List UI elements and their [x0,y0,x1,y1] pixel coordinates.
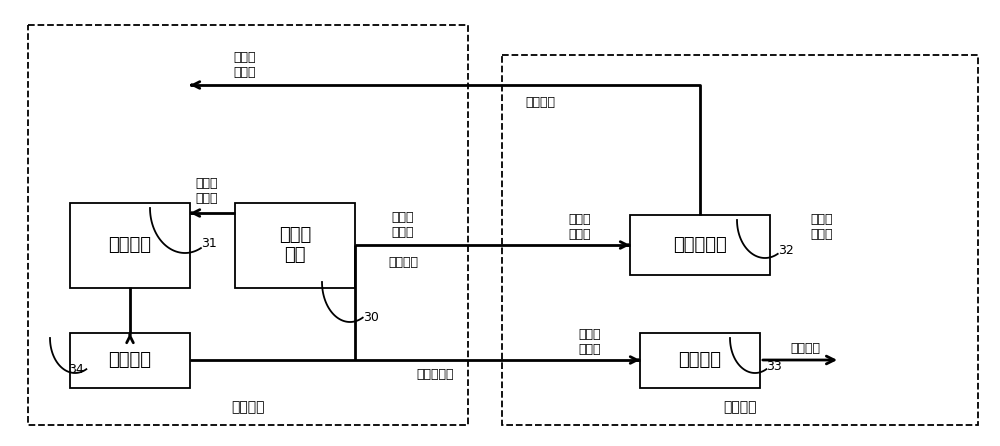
Bar [28,25,468,425]
Bar [70,333,190,388]
Text: 输出信号: 输出信号 [790,342,820,355]
Text: 第三时
钟信号: 第三时 钟信号 [234,51,256,79]
Text: 第一时
钟信号: 第一时 钟信号 [196,177,218,205]
Text: 零延时模块: 零延时模块 [673,236,727,254]
Text: 接收装置: 接收装置 [723,400,757,414]
Text: 授时装置: 授时装置 [231,400,265,414]
Text: 信号源
模块: 信号源 模块 [279,226,311,264]
Bar [235,202,355,288]
Text: 31: 31 [201,236,217,250]
Text: 移相模块: 移相模块 [678,351,722,369]
Bar [630,215,770,275]
Text: 移相相位值: 移相相位值 [416,368,454,381]
Text: 34: 34 [68,363,84,376]
Text: 计算模块: 计算模块 [108,351,152,369]
Text: 30: 30 [363,311,379,324]
Text: 第一时
钟信号: 第一时 钟信号 [392,211,414,239]
Text: 第二时
钟信号: 第二时 钟信号 [569,213,591,241]
Text: 33: 33 [766,359,782,373]
Text: 第二路径: 第二路径 [525,96,555,110]
Bar [70,202,190,288]
Text: 鉴相模块: 鉴相模块 [108,236,152,254]
Text: 32: 32 [778,244,794,257]
Text: 第二时
钟信号: 第二时 钟信号 [811,213,833,241]
Text: 第一路径: 第一路径 [388,256,418,269]
Bar [502,55,978,425]
Bar [640,333,760,388]
Text: 第二时
钟信号: 第二时 钟信号 [579,328,601,356]
